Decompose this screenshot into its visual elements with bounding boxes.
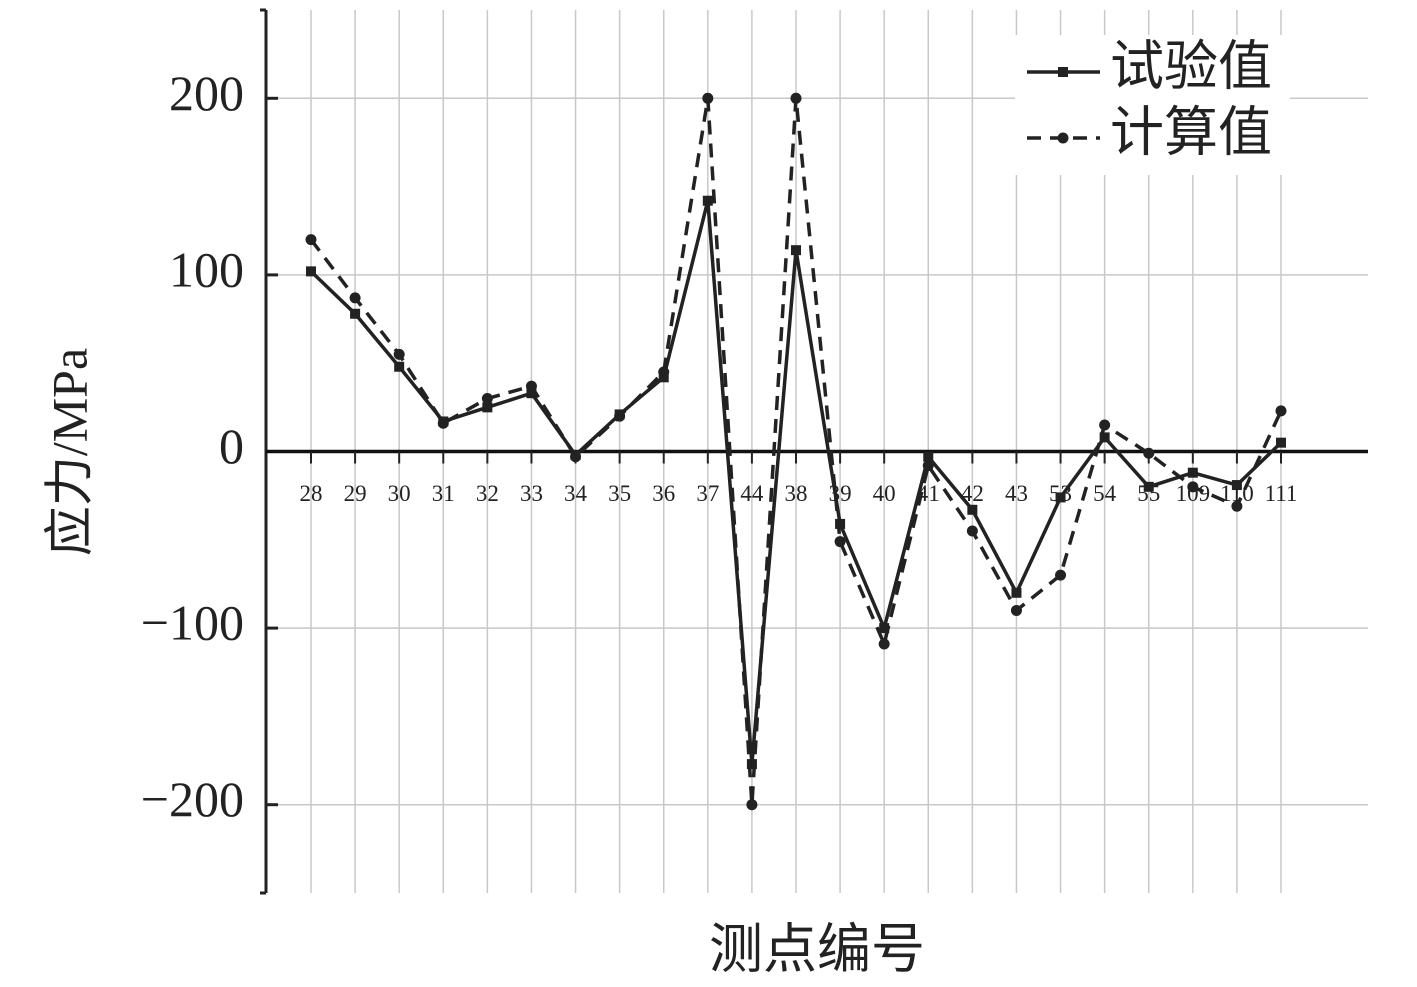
legend-box [1015, 35, 1290, 175]
marker [526, 388, 537, 399]
y-tick-label: 0 [219, 418, 244, 474]
x-tick-label: 37 [696, 481, 719, 506]
marker [967, 504, 978, 515]
marker [1055, 492, 1066, 503]
marker [525, 380, 537, 392]
marker [481, 393, 493, 405]
marker [437, 417, 449, 429]
marker [923, 451, 934, 462]
marker [791, 245, 801, 256]
marker [879, 623, 890, 634]
x-tick-label: 31 [432, 481, 455, 506]
x-tick-label: 28 [300, 481, 323, 506]
x-tick-label: 32 [476, 481, 499, 506]
marker [746, 799, 758, 811]
marker [878, 638, 890, 650]
legend-marker [1058, 67, 1068, 77]
y-tick-label: 200 [169, 65, 244, 121]
marker [350, 308, 361, 319]
y-tick-label: 100 [169, 241, 244, 297]
marker [1275, 405, 1287, 417]
marker [1055, 569, 1067, 581]
marker [1099, 432, 1110, 443]
x-tick-label: 41 [917, 481, 940, 506]
x-tick-label: 43 [1005, 481, 1028, 506]
x-tick-label: 33 [520, 481, 543, 506]
x-tick-label: 54 [1093, 481, 1117, 506]
marker [790, 92, 802, 104]
marker [1010, 604, 1022, 616]
marker [393, 348, 405, 360]
marker [482, 402, 493, 413]
y-tick-label: −100 [141, 595, 244, 651]
x-tick-label: 34 [564, 481, 588, 506]
marker [305, 234, 317, 246]
y-axis-label: 应力/MPa [41, 348, 97, 556]
x-tick-label: 42 [961, 481, 984, 506]
x-tick-label: 38 [785, 481, 808, 506]
x-tick-label: 44 [740, 481, 764, 506]
legend-label: 试验值 [1110, 36, 1272, 96]
marker [1143, 447, 1155, 459]
marker [394, 361, 405, 372]
x-tick-label: 35 [608, 481, 631, 506]
marker [1231, 480, 1242, 491]
marker [1011, 587, 1022, 598]
marker [1231, 500, 1243, 512]
marker [702, 92, 714, 104]
x-tick-label: 36 [652, 481, 675, 506]
marker [966, 525, 978, 537]
x-tick-label: 29 [344, 481, 367, 506]
y-tick-label: −200 [141, 771, 244, 827]
x-tick-label: 111 [1265, 481, 1298, 506]
marker [746, 759, 757, 770]
marker [349, 292, 361, 304]
legend-label: 计算值 [1110, 102, 1272, 162]
marker [570, 451, 582, 463]
x-axis-label: 测点编号 [709, 919, 925, 979]
x-tick-label: 30 [388, 481, 411, 506]
marker [834, 536, 846, 548]
x-tick-label: 55 [1137, 481, 1160, 506]
marker [1187, 467, 1198, 478]
marker [658, 366, 670, 378]
marker [1099, 419, 1111, 431]
legend-marker [1057, 132, 1069, 144]
marker [922, 460, 934, 472]
marker [1143, 481, 1154, 492]
marker [306, 266, 316, 277]
marker [1276, 437, 1286, 448]
x-tick-label: 40 [873, 481, 896, 506]
marker [614, 410, 626, 422]
marker [702, 195, 713, 206]
marker [1187, 481, 1199, 493]
